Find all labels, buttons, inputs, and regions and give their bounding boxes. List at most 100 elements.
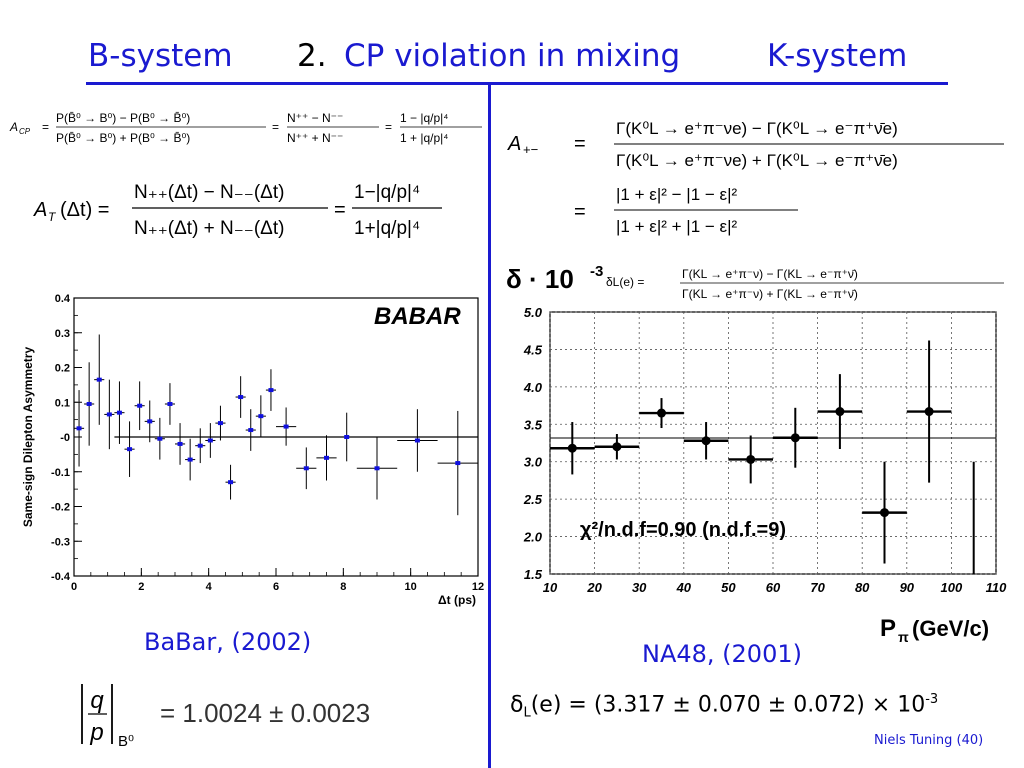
y-tick-label: 4.0 [523, 380, 543, 395]
marker [657, 408, 666, 418]
apm2-den: |1 + ε|² + |1 − ε|² [616, 217, 738, 236]
data-point [124, 421, 135, 477]
page-title: CP violation in mixing [344, 38, 681, 74]
data-point [316, 435, 337, 481]
x-axis-unit: (GeV/c) [912, 616, 989, 641]
marker [127, 447, 133, 452]
marker [137, 403, 143, 408]
delta-symbol: δ [510, 692, 524, 718]
marker [567, 443, 577, 453]
data-point [144, 400, 155, 443]
data-point [773, 407, 818, 468]
data-point [185, 438, 196, 481]
data-point [195, 428, 206, 464]
marker [455, 461, 461, 466]
apm2-num: |1 + ε|² − |1 − ε|² [616, 185, 738, 204]
y-tick-label: -0 [60, 432, 70, 444]
svg-text:p: p [89, 719, 103, 746]
svg-text:=: = [385, 120, 392, 134]
x-tick-label: 10 [405, 581, 417, 593]
apm-den: Γ(K⁰L → e⁺π⁻νe) + Γ(K⁰L → e⁻π⁺ν̄e) [616, 151, 898, 170]
marker [217, 421, 223, 426]
data-point [639, 398, 684, 429]
delta-exp: -3 [925, 692, 939, 707]
x-axis-label-sub: π [898, 629, 909, 642]
title-underline [86, 82, 948, 85]
y-tick-label: 1.5 [524, 567, 543, 582]
x-tick-label: 50 [721, 580, 736, 595]
at-right-num: 1−|q/p|⁴ [354, 182, 420, 203]
data-point [175, 423, 186, 465]
x-tick-label: 100 [941, 580, 963, 595]
at-right-den: 1+|q/p|⁴ [354, 218, 420, 239]
x-tick-label: 30 [632, 580, 647, 595]
acp-den: P(B̄⁰ → B⁰) + P(B⁰ → B̄⁰) [56, 131, 190, 145]
data-point [114, 381, 125, 444]
inset-formula-lhs: δL(e) = [606, 275, 644, 289]
svg-text:=: = [574, 201, 586, 223]
acp-right-num: 1 − |q/p|⁴ [400, 111, 448, 125]
marker [238, 395, 244, 400]
acp-mid-den: N⁺⁺ + N⁻⁻ [287, 131, 343, 145]
marker [96, 377, 102, 382]
y-tick-label: 4.5 [523, 342, 543, 357]
x-tick-label: 60 [766, 580, 781, 595]
inset-formula-den: Γ(KL → e⁺π⁻ν) + Γ(KL → e⁻π⁺ν̄) [682, 287, 858, 301]
x-tick-label: 10 [543, 580, 558, 595]
title-right: K-system [767, 38, 908, 74]
marker [187, 457, 193, 462]
acp-mid-num: N⁺⁺ − N⁻⁻ [287, 111, 343, 125]
marker [248, 428, 254, 433]
at-num: N₊₊(Δt) − N₋₋(Δt) [134, 182, 284, 203]
x-axis-label: P [880, 615, 896, 642]
x-tick-label: 2 [138, 581, 144, 593]
marker [344, 435, 350, 439]
data-point [550, 422, 595, 475]
svg-text:=: = [272, 120, 279, 134]
data-point [235, 376, 246, 418]
data-point [437, 410, 478, 516]
column-divider [488, 85, 491, 768]
data-point [862, 461, 907, 564]
marker [228, 480, 234, 485]
y-tick-label: 0.1 [55, 397, 70, 409]
marker [701, 436, 711, 446]
left-equations: A CP = P(B̄⁰ → B⁰) − P(B⁰ → B̄⁰) P(B̄⁰ →… [9, 111, 482, 239]
data-point [205, 423, 216, 458]
marker [374, 466, 380, 471]
y-axis-label: δ · 10 [506, 264, 574, 294]
x-tick-label: 90 [900, 580, 915, 595]
y-tick-label: 0.2 [55, 363, 70, 375]
data-point [906, 340, 952, 483]
data-point [74, 390, 85, 467]
data-point [164, 383, 175, 425]
x-tick-label: 80 [855, 580, 870, 595]
data-point [255, 395, 266, 437]
y-tick-label: -0.1 [51, 467, 70, 479]
y-tick-label: -0.3 [51, 536, 70, 548]
marker [167, 401, 173, 406]
marker [258, 414, 264, 419]
y-tick-label: -0.4 [51, 571, 71, 583]
marker [612, 442, 622, 452]
marker [303, 466, 309, 471]
svg-text:q: q [90, 687, 104, 714]
data-point [296, 447, 317, 490]
title-number: 2. [297, 38, 327, 74]
svg-text:=: = [574, 133, 586, 155]
y-axis-label-exponent: -3 [590, 263, 603, 280]
qp-result: q p B⁰ = 1.0024 ± 0.0023 [81, 684, 370, 750]
delta-value: (e) = (3.317 ± 0.070 ± 0.072) × 10 [530, 692, 926, 718]
marker [207, 438, 213, 443]
y-tick-label: 5.0 [524, 305, 543, 320]
babar-caption: BaBar, (2002) [144, 628, 312, 656]
data-point [728, 435, 773, 484]
svg-text:=: = [42, 120, 49, 134]
acp-lhs: A [9, 120, 18, 134]
na48-caption: NA48, (2001) [642, 640, 802, 668]
marker [157, 436, 163, 441]
marker [324, 455, 329, 460]
x-tick-label: 110 [986, 580, 1007, 595]
x-tick-label: 70 [810, 580, 825, 595]
data-point [397, 409, 438, 472]
